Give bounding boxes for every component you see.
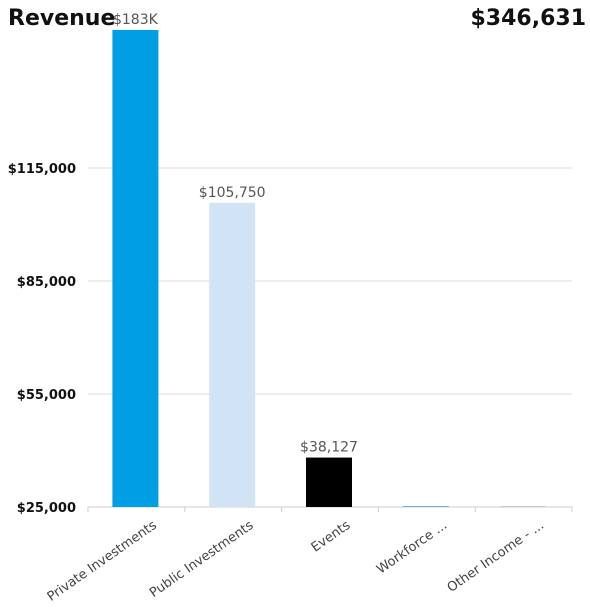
x-category-label: Public Investments [147, 518, 257, 601]
bar [402, 506, 449, 507]
y-tick-label: $55,000 [17, 388, 76, 403]
x-category-label: Workforce ... [374, 518, 450, 577]
data-label: $105,750 [199, 185, 266, 201]
bar [112, 30, 159, 507]
revenue-total: $346,631 [470, 6, 586, 31]
chart-title: Revenue [8, 6, 116, 31]
y-tick-label: $115,000 [8, 162, 76, 177]
data-label: $183K [113, 12, 159, 28]
bar [209, 202, 256, 507]
x-category-label: Other Income - ... [445, 518, 547, 596]
y-tick-label: $85,000 [17, 275, 76, 290]
data-label: $38,127 [300, 440, 358, 456]
bar [306, 457, 352, 507]
x-category-label: Private Investments [45, 518, 160, 605]
bar [499, 506, 546, 507]
x-category-label: Events [309, 518, 354, 556]
y-tick-label: $25,000 [17, 501, 76, 516]
